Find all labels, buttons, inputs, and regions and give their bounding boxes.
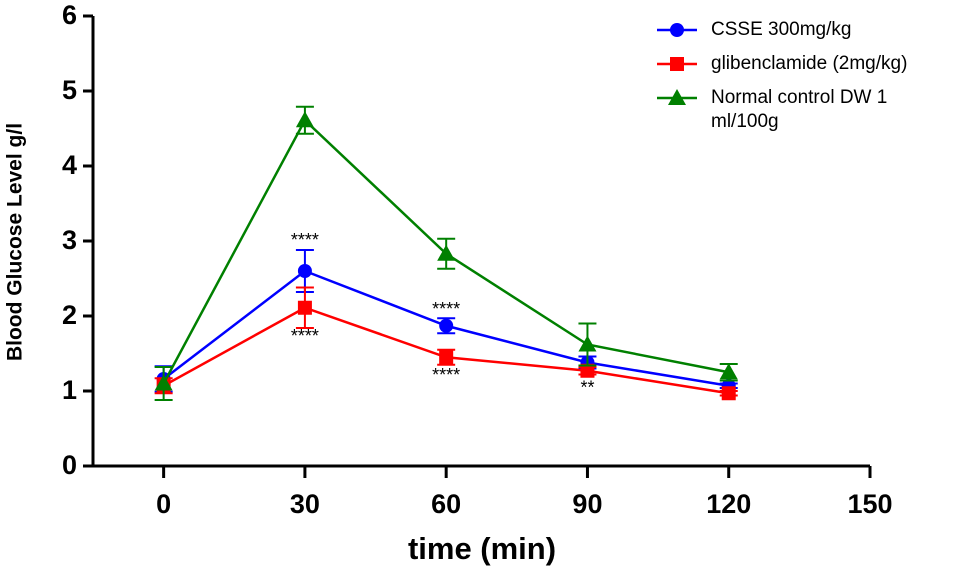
annotation: **** bbox=[432, 299, 460, 319]
x-tick-label: 0 bbox=[156, 489, 171, 519]
x-tick-label: 60 bbox=[431, 489, 461, 519]
y-tick-label: 3 bbox=[62, 225, 77, 255]
legend-symbol bbox=[657, 57, 697, 71]
point bbox=[437, 244, 456, 261]
point bbox=[439, 350, 454, 365]
point bbox=[295, 111, 314, 128]
point bbox=[670, 57, 684, 71]
legend-item: Normal control DW 1 ml/100g bbox=[655, 86, 968, 134]
x-axis-label: time (min) bbox=[408, 531, 556, 566]
point bbox=[297, 264, 312, 278]
y-tick-label: 0 bbox=[62, 450, 77, 480]
x-tick-label: 90 bbox=[572, 489, 602, 519]
point bbox=[439, 318, 454, 333]
annotation: **** bbox=[291, 230, 319, 250]
legend-item: glibenclamide (2mg/kg) bbox=[655, 52, 968, 76]
annotation: **** bbox=[432, 365, 460, 385]
x-tick-label: 30 bbox=[290, 489, 320, 519]
annotation: **** bbox=[291, 326, 319, 346]
annotation: ** bbox=[580, 378, 594, 398]
point bbox=[719, 363, 738, 380]
y-tick-label: 2 bbox=[62, 300, 77, 330]
point bbox=[670, 23, 684, 37]
point bbox=[578, 335, 597, 352]
y-tick-label: 1 bbox=[62, 375, 77, 405]
x-tick-label: 150 bbox=[847, 489, 892, 519]
point bbox=[154, 374, 173, 391]
point bbox=[297, 300, 312, 315]
legend-label: glibenclamide (2mg/kg) bbox=[711, 53, 908, 74]
legend-label: CSSE 300mg/kg bbox=[711, 19, 852, 40]
x-tick-label: 120 bbox=[706, 489, 751, 519]
legend-item: CSSE 300mg/kg bbox=[655, 18, 968, 42]
point bbox=[721, 386, 736, 401]
y-tick-label: 4 bbox=[62, 150, 77, 180]
y-tick-label: 5 bbox=[62, 75, 77, 105]
legend-symbol bbox=[657, 89, 697, 105]
point bbox=[668, 89, 686, 105]
point bbox=[580, 363, 595, 378]
y-tick-label: 6 bbox=[62, 0, 77, 30]
legend-symbol bbox=[657, 23, 697, 37]
y-axis-label: Blood Glucose Level g/l bbox=[4, 123, 27, 361]
legend-label: Normal control DW 1 ml/100g bbox=[711, 87, 888, 132]
legend: CSSE 300mg/kg glibenclamide (2mg/kg) Norma… bbox=[655, 18, 968, 144]
